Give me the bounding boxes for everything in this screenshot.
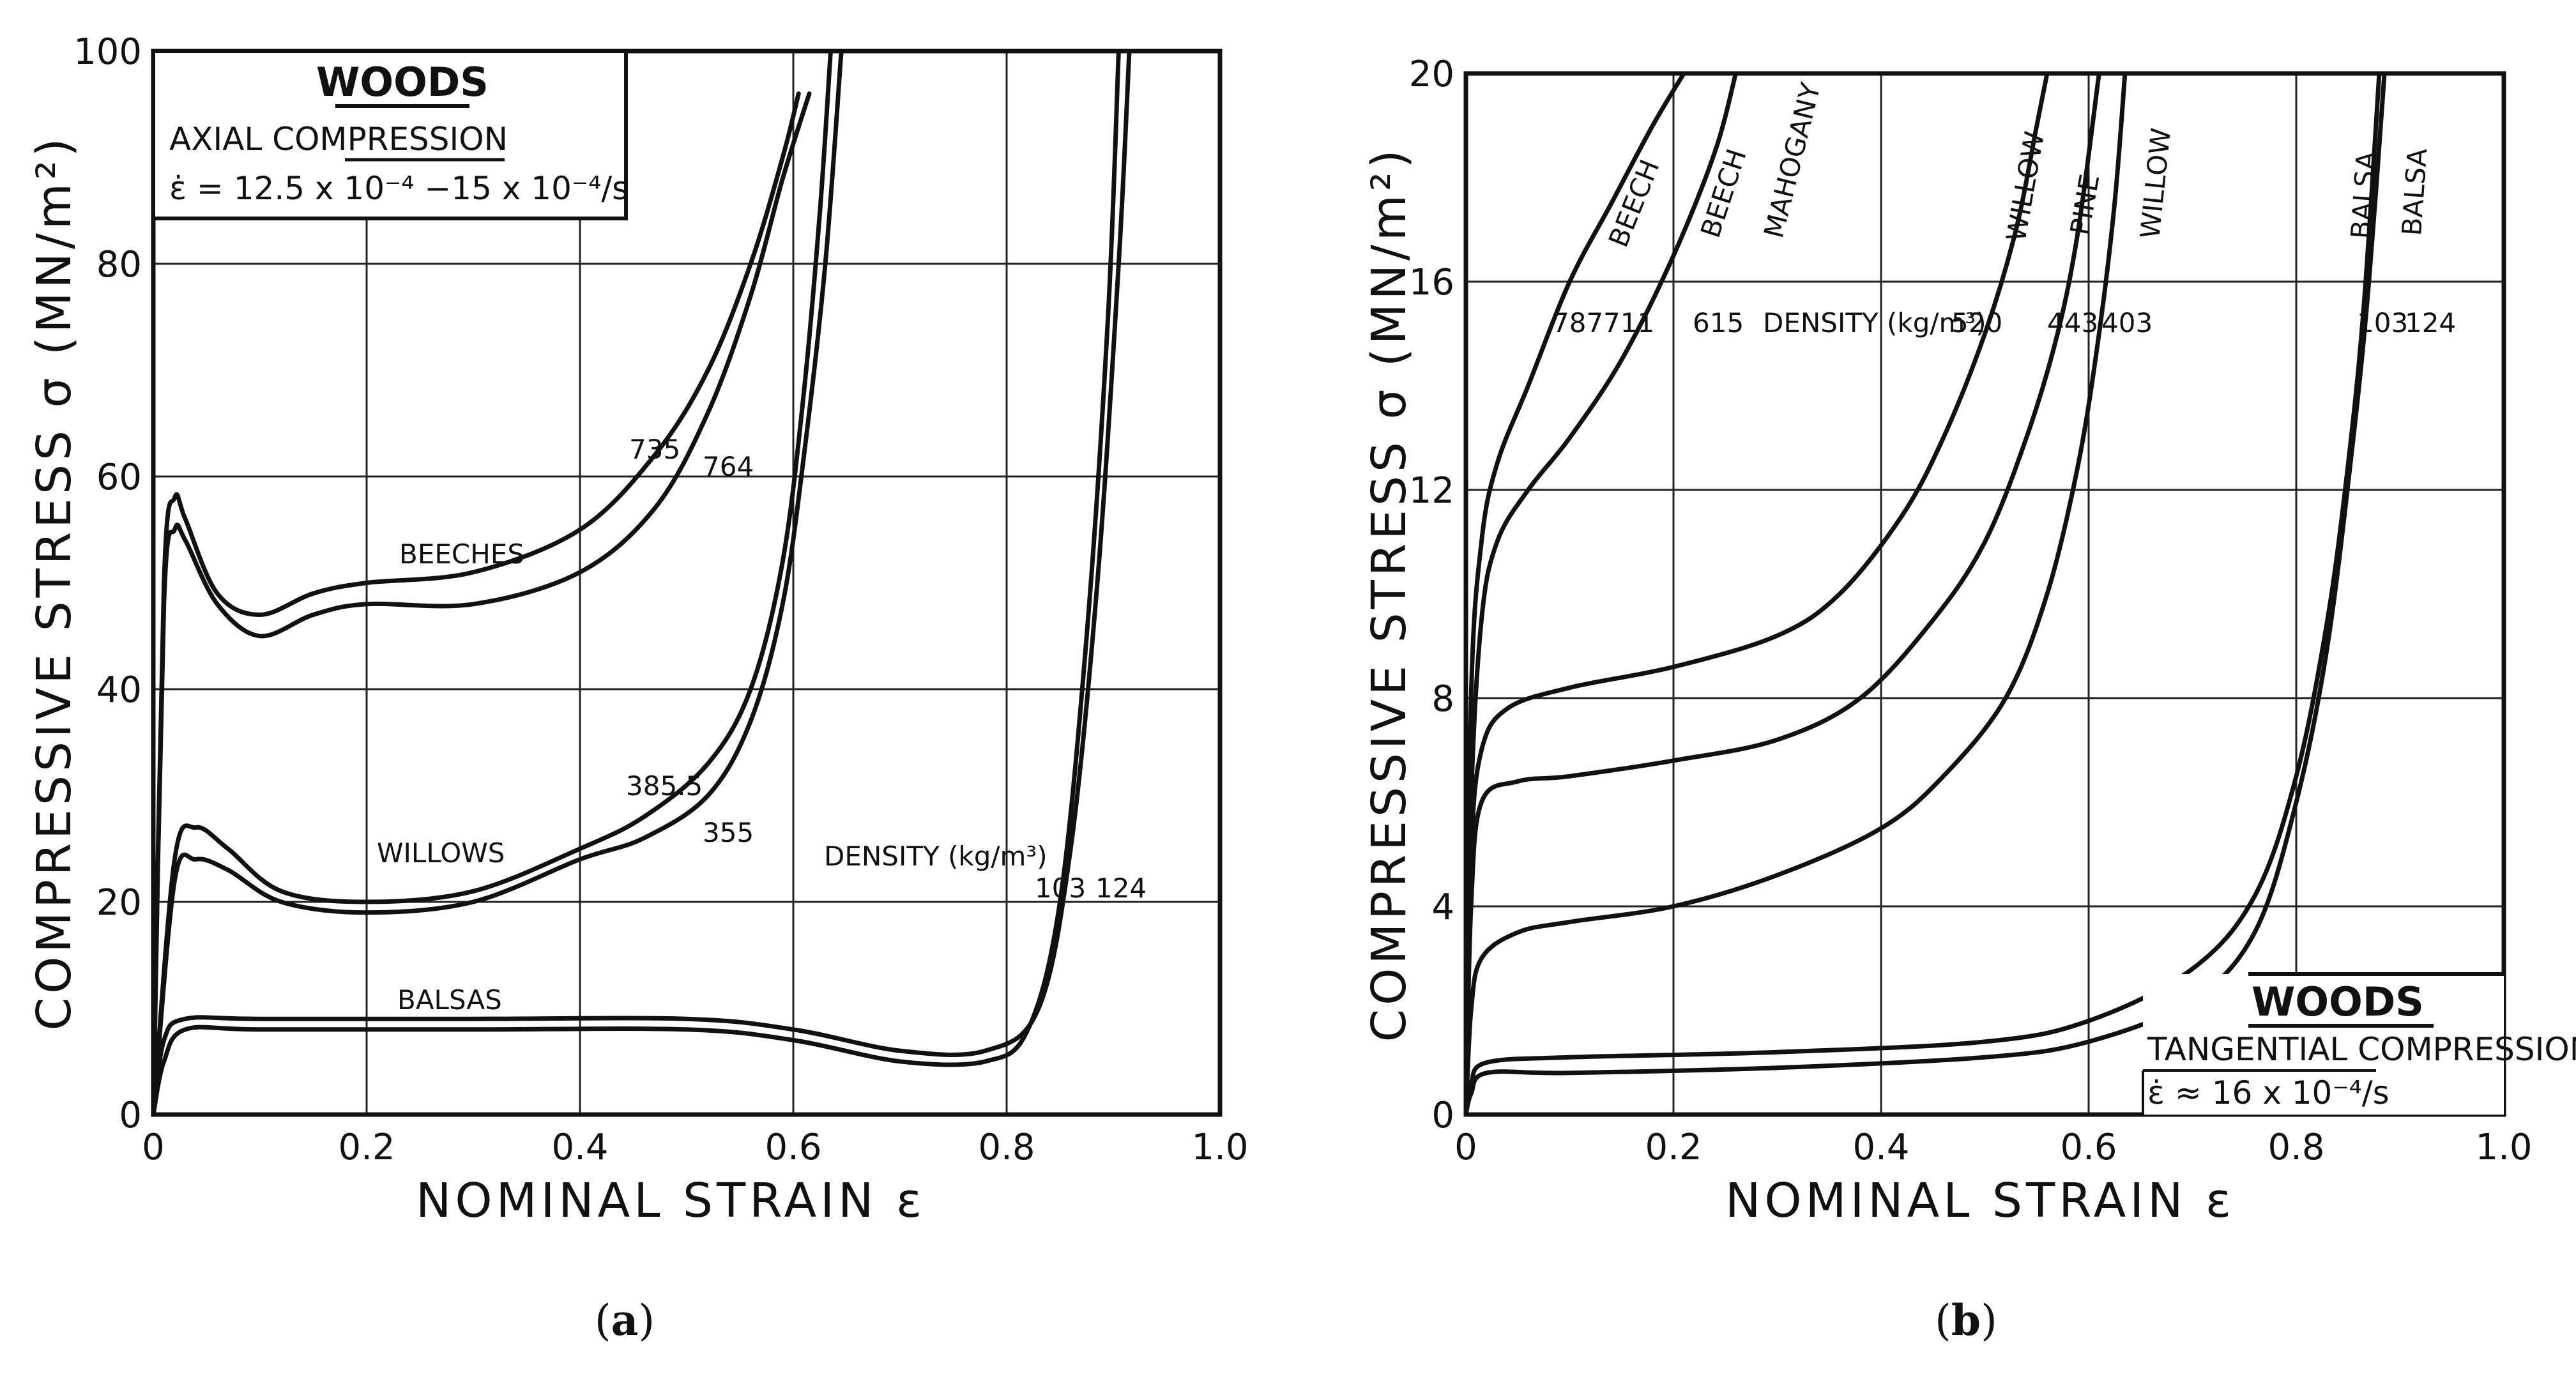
legend-title-a: WOODS bbox=[316, 59, 489, 105]
label-mahogany: MAHOGANY bbox=[1758, 80, 1827, 241]
series-line-a-4 bbox=[153, 51, 1121, 1115]
label-385-5: 385.5 bbox=[626, 770, 703, 802]
series-line-a-1 bbox=[153, 91, 812, 1115]
x-axis-label-b: NOMINAL STRAIN ε bbox=[1725, 1173, 2235, 1228]
y-axis-label-a: COMPRESSIVE STRESS σ (MN/m²) bbox=[27, 134, 82, 1030]
legend-title-b: WOODS bbox=[2252, 979, 2424, 1025]
label-willow-2: WILLOW bbox=[2134, 126, 2177, 240]
label-beech-2: BEECH bbox=[1695, 145, 1753, 241]
x-tick-b-0: 0 bbox=[1454, 1127, 1477, 1168]
legend-line2-b: ε̇ ≈ 16 x 10⁻⁴/s bbox=[2147, 1074, 2389, 1111]
series-line-a-0 bbox=[153, 91, 801, 1115]
label-787: 787 bbox=[1552, 307, 1603, 339]
label-764: 764 bbox=[703, 451, 754, 482]
series-line-a-3 bbox=[153, 51, 844, 1115]
y-tick-a-0: 0 bbox=[119, 1095, 142, 1136]
series-line-b-6 bbox=[1466, 73, 2382, 1115]
x-tick-a-1: 0.2 bbox=[338, 1127, 395, 1168]
legend-box-b: WOODS TANGENTIAL COMPRESSION ε̇ ≈ 16 x 1… bbox=[2142, 972, 2576, 1115]
label-density-b: DENSITY (kg/m³) bbox=[1763, 307, 1986, 339]
label-615: 615 bbox=[1693, 307, 1744, 339]
label-735: 735 bbox=[629, 434, 680, 465]
x-tick-b-2: 0.4 bbox=[1852, 1127, 1909, 1168]
x-tick-a-2: 0.4 bbox=[551, 1127, 608, 1168]
label-balsa-2: BALSA bbox=[2396, 147, 2433, 236]
grid-b bbox=[1466, 73, 2504, 1115]
label-711: 711 bbox=[1603, 307, 1654, 339]
label-willows: WILLOWS bbox=[377, 837, 505, 869]
series-line-a-2 bbox=[153, 51, 833, 1115]
x-tick-b-4: 0.8 bbox=[2267, 1127, 2324, 1168]
y-tick-a-2: 40 bbox=[96, 669, 142, 711]
label-density-a: DENSITY (kg/m³) bbox=[824, 841, 1048, 872]
series-line-b-0 bbox=[1466, 73, 1686, 1115]
y-tick-a-1: 20 bbox=[96, 882, 142, 924]
legend-line1-b: TANGENTIAL COMPRESSION bbox=[2147, 1031, 2576, 1068]
series-line-b-4 bbox=[1466, 73, 2128, 1115]
label-403: 403 bbox=[2101, 307, 2153, 339]
tick-labels-a: 0 0.2 0.4 0.6 0.8 1.0 0 20 40 60 80 100 bbox=[73, 31, 1248, 1168]
series-line-b-5 bbox=[1466, 73, 2387, 1115]
y-tick-a-5: 100 bbox=[73, 31, 142, 73]
y-tick-b-5: 20 bbox=[1409, 54, 1454, 95]
series-line-b-2 bbox=[1466, 73, 2050, 1115]
label-pine: PINE bbox=[2064, 172, 2106, 238]
y-tick-b-0: 0 bbox=[1431, 1095, 1454, 1136]
label-520: 520 bbox=[1951, 307, 2002, 339]
series-line-a-5 bbox=[153, 51, 1132, 1115]
chart-panel-b: 0 0.2 0.4 0.6 0.8 1.0 0 4 8 12 16 20 NOMINAL STRAIN… bbox=[1362, 54, 2576, 1345]
y-tick-a-4: 80 bbox=[96, 244, 142, 286]
label-balsas: BALSAS bbox=[397, 984, 502, 1016]
x-tick-a-0: 0 bbox=[142, 1127, 165, 1168]
caption-a: (a) bbox=[595, 1295, 655, 1345]
y-axis-label-b: COMPRESSIVE STRESS σ (MN/m²) bbox=[1362, 146, 1417, 1042]
legend-line2-a: ε̇ = 12.5 x 10⁻⁴ −15 x 10⁻⁴/s bbox=[169, 170, 629, 207]
label-beeches: BEECHES bbox=[399, 538, 524, 570]
label-103-b: 103 bbox=[2357, 307, 2408, 339]
x-tick-b-5: 1.0 bbox=[2475, 1127, 2532, 1168]
label-willow-1: WILLOW bbox=[2001, 129, 2050, 244]
x-tick-b-1: 0.2 bbox=[1645, 1127, 1702, 1168]
x-tick-a-3: 0.6 bbox=[765, 1127, 821, 1168]
y-tick-b-3: 12 bbox=[1409, 470, 1454, 512]
legend-box-a: WOODS AXIAL COMPRESSION ε̇ = 12.5 x 10⁻⁴… bbox=[151, 49, 629, 220]
x-tick-b-3: 0.6 bbox=[2060, 1127, 2117, 1168]
label-124-a: 124 bbox=[1095, 872, 1147, 904]
y-tick-a-3: 60 bbox=[96, 457, 142, 498]
chart-panel-a: 0 0.2 0.4 0.6 0.8 1.0 0 20 40 60 80 100 NOMINAL STR… bbox=[27, 31, 1249, 1345]
series-line-b-1 bbox=[1466, 73, 1738, 1115]
plot-frame-a bbox=[151, 49, 1223, 1117]
label-103-a: 103 bbox=[1035, 872, 1086, 904]
series-group-b bbox=[1466, 73, 2387, 1115]
label-balsa-1: BALSA bbox=[2345, 150, 2382, 240]
y-tick-b-4: 16 bbox=[1409, 262, 1454, 303]
legend-line1-a: AXIAL COMPRESSION bbox=[169, 121, 508, 158]
plot-frame-b bbox=[1463, 71, 2506, 1117]
y-tick-b-2: 8 bbox=[1431, 678, 1454, 720]
label-355: 355 bbox=[703, 817, 754, 848]
x-tick-a-4: 0.8 bbox=[978, 1127, 1035, 1168]
label-124-b: 124 bbox=[2405, 307, 2456, 339]
series-group-a bbox=[153, 51, 1132, 1115]
tick-labels-b: 0 0.2 0.4 0.6 0.8 1.0 0 4 8 12 16 20 bbox=[1409, 54, 2533, 1168]
x-axis-label-a: NOMINAL STRAIN ε bbox=[416, 1173, 926, 1228]
caption-b: (b) bbox=[1935, 1295, 1997, 1345]
y-tick-b-1: 4 bbox=[1431, 887, 1454, 928]
label-443: 443 bbox=[2047, 307, 2098, 339]
x-tick-a-5: 1.0 bbox=[1191, 1127, 1248, 1168]
series-line-b-3 bbox=[1466, 73, 2101, 1115]
